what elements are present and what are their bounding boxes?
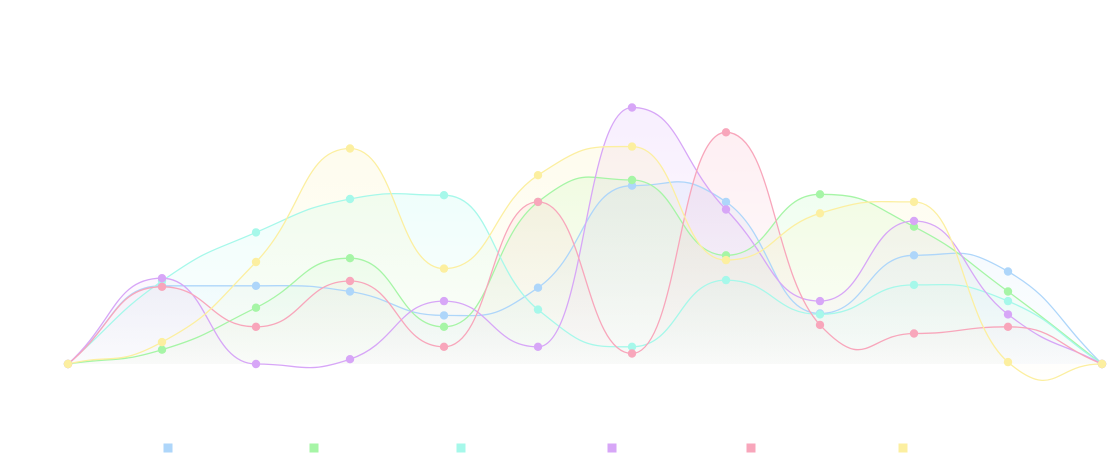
- data-point-s3-6[interactable]: [627, 103, 637, 112]
- legend-swatch-4[interactable]: [746, 443, 756, 453]
- data-point-s3-10[interactable]: [1003, 310, 1013, 319]
- data-point-s5-5[interactable]: [533, 171, 543, 180]
- data-point-s0-2[interactable]: [251, 281, 261, 290]
- data-point-s1-3[interactable]: [345, 254, 355, 263]
- data-point-s2-2[interactable]: [251, 228, 261, 237]
- legend-swatch-2[interactable]: [456, 443, 466, 453]
- data-point-s2-9[interactable]: [909, 280, 919, 290]
- data-point-s0-9[interactable]: [909, 251, 919, 260]
- data-point-s5-11[interactable]: [1097, 359, 1107, 369]
- data-point-s4-3[interactable]: [345, 276, 355, 286]
- data-point-s1-10[interactable]: [1003, 287, 1013, 296]
- data-point-s3-3[interactable]: [345, 355, 355, 364]
- data-point-s0-4[interactable]: [439, 311, 449, 320]
- data-point-s4-8[interactable]: [815, 320, 825, 330]
- data-point-s0-3[interactable]: [345, 287, 355, 296]
- data-point-s5-2[interactable]: [251, 257, 261, 267]
- legend-swatch-1[interactable]: [309, 443, 319, 453]
- data-point-s1-4[interactable]: [439, 322, 449, 331]
- data-point-s2-4[interactable]: [439, 191, 449, 200]
- data-point-s3-9[interactable]: [909, 216, 919, 226]
- data-point-s3-7[interactable]: [721, 205, 731, 214]
- series-area-5: [68, 146, 1102, 381]
- data-point-s2-5[interactable]: [533, 305, 543, 314]
- data-point-s5-4[interactable]: [439, 264, 449, 273]
- data-point-s5-10[interactable]: [1003, 357, 1013, 367]
- legend-swatch-0[interactable]: [163, 443, 173, 453]
- data-point-s2-6[interactable]: [627, 342, 637, 351]
- data-point-s0-10[interactable]: [1003, 267, 1013, 276]
- data-point-s0-5[interactable]: [533, 283, 543, 292]
- data-point-s5-6[interactable]: [627, 142, 637, 151]
- data-point-s1-1[interactable]: [157, 345, 167, 354]
- legend[interactable]: [163, 443, 908, 453]
- series-line-0[interactable]: [67, 181, 1103, 365]
- data-point-s3-8[interactable]: [815, 296, 825, 306]
- data-point-s0-7[interactable]: [721, 197, 731, 207]
- data-point-s5-8[interactable]: [815, 209, 825, 218]
- legend-swatch-3[interactable]: [607, 443, 617, 453]
- data-point-s4-9[interactable]: [909, 329, 919, 338]
- data-point-s5-9[interactable]: [909, 197, 919, 207]
- data-point-s2-3[interactable]: [345, 194, 355, 204]
- data-point-s4-7[interactable]: [721, 128, 731, 137]
- data-point-s5-1[interactable]: [157, 337, 167, 347]
- data-point-s4-10[interactable]: [1003, 322, 1013, 331]
- data-point-s4-6[interactable]: [627, 349, 637, 358]
- data-points: [63, 103, 1107, 369]
- data-point-s2-8[interactable]: [815, 310, 825, 319]
- data-point-s1-2[interactable]: [251, 303, 261, 312]
- data-point-s5-3[interactable]: [345, 144, 355, 153]
- data-point-s5-7[interactable]: [721, 255, 731, 265]
- data-point-s4-2[interactable]: [251, 322, 261, 331]
- data-point-s1-8[interactable]: [815, 190, 825, 199]
- data-point-s3-5[interactable]: [533, 342, 543, 351]
- data-point-s2-7[interactable]: [721, 275, 731, 285]
- data-point-s3-1[interactable]: [157, 274, 167, 283]
- series-areas: [68, 107, 1102, 381]
- data-point-s2-10[interactable]: [1003, 296, 1013, 306]
- data-point-s1-6[interactable]: [627, 175, 637, 185]
- data-point-s5-0[interactable]: [63, 359, 73, 369]
- legend-swatch-5[interactable]: [898, 443, 908, 453]
- data-point-s4-1[interactable]: [157, 282, 167, 291]
- data-point-s3-2[interactable]: [251, 359, 261, 369]
- data-point-s3-4[interactable]: [439, 296, 449, 306]
- data-point-s4-5[interactable]: [533, 197, 543, 207]
- data-point-s4-4[interactable]: [439, 342, 449, 351]
